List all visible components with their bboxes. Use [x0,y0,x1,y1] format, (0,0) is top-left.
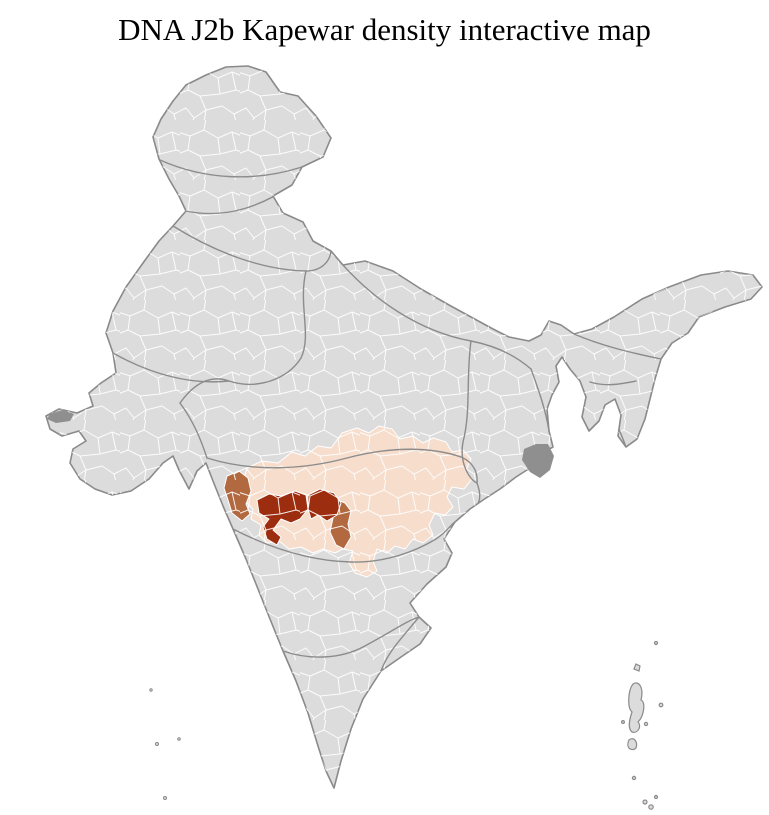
page-title: DNA J2b Kapewar density interactive map [118,12,651,47]
lakshadweep-islands [149,688,181,800]
andaman-nicobar-islands [620,640,664,810]
kutch-marsh-patch [47,410,74,423]
sundarbans-patch [522,444,554,478]
